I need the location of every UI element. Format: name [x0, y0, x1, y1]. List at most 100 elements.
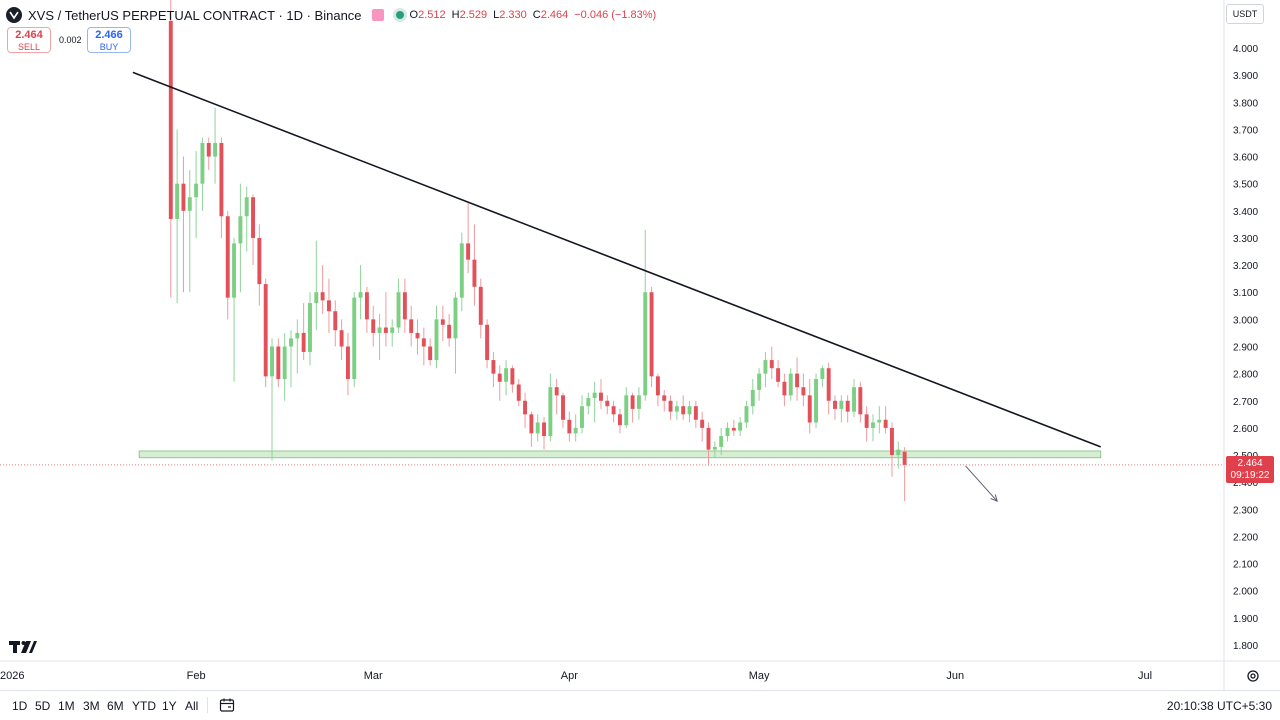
- candle: [251, 194, 255, 266]
- x-tick-label: Jul: [1138, 670, 1152, 682]
- candle: [333, 300, 338, 347]
- utc-clock[interactable]: 20:10:38 UTC+5:30: [1166, 699, 1272, 713]
- candle-body: [440, 319, 445, 325]
- timeframe-1m[interactable]: 1M: [58, 699, 75, 713]
- candle-body: [194, 183, 199, 198]
- candle-body: [282, 346, 287, 380]
- candle: [535, 414, 540, 442]
- candle: [497, 365, 502, 401]
- candle-body: [308, 303, 312, 352]
- candle-body: [213, 142, 218, 157]
- candle: [390, 319, 395, 347]
- y-tick-label: 2.300: [1233, 505, 1258, 516]
- timeframe-1d[interactable]: 1D: [12, 699, 28, 713]
- tradingview-logo-icon[interactable]: [9, 638, 37, 659]
- candle-body: [636, 395, 641, 409]
- candle: [314, 240, 319, 331]
- symbol-title[interactable]: XVS / TetherUS PERPETUAL CONTRACT · 1D ·…: [28, 7, 362, 23]
- candle: [567, 411, 572, 442]
- candle: [358, 265, 363, 320]
- x-tick-label: Apr: [561, 670, 578, 682]
- candle-body: [206, 142, 211, 157]
- candle-body: [839, 400, 844, 409]
- buy-button[interactable]: 2.466 BUY: [87, 27, 131, 53]
- candle: [523, 392, 528, 428]
- candle: [801, 373, 806, 407]
- candle: [561, 392, 565, 428]
- gear-icon[interactable]: [1246, 669, 1260, 683]
- candle-body: [845, 400, 850, 412]
- candle-body: [409, 319, 414, 333]
- candle-body: [466, 243, 471, 260]
- candle-body: [712, 446, 717, 450]
- candle-body: [542, 422, 546, 437]
- candle: [364, 286, 369, 333]
- candle: [877, 406, 882, 434]
- candle: [219, 137, 224, 238]
- candle: [232, 237, 237, 382]
- candle-body: [883, 419, 888, 428]
- candle: [371, 305, 376, 347]
- candle-body: [472, 259, 477, 287]
- candle: [668, 395, 673, 420]
- plot-anchor: [0, 0, 1, 1]
- candle: [763, 351, 768, 388]
- sell-button[interactable]: 2.464 SELL: [7, 27, 51, 53]
- candle-body: [807, 395, 812, 423]
- candle: [693, 400, 698, 428]
- candle: [529, 411, 534, 447]
- ohlc-open: O2.512: [409, 9, 446, 21]
- candle-body: [421, 338, 426, 347]
- candle: [687, 400, 692, 423]
- candle: [402, 278, 407, 333]
- candle: [326, 278, 331, 333]
- candle: [592, 381, 597, 423]
- candle-body: [852, 387, 856, 412]
- candle-body: [611, 406, 616, 415]
- timeframe-3m[interactable]: 3M: [83, 699, 100, 713]
- candle-body: [396, 292, 401, 328]
- candle-body: [801, 387, 806, 396]
- support-zone: [138, 450, 1102, 459]
- x-tick-label: Mar: [364, 670, 383, 682]
- candle-body: [314, 292, 319, 304]
- candle: [839, 395, 844, 423]
- y-tick-label: 3.800: [1233, 98, 1258, 109]
- candle-body: [244, 197, 249, 217]
- market-status-icon[interactable]: [395, 11, 404, 19]
- timeframe-5d[interactable]: 5D: [35, 699, 51, 713]
- ohlc-close: C2.464: [532, 9, 569, 21]
- candle-body: [251, 197, 255, 238]
- candle-body: [725, 427, 730, 437]
- candle-body: [434, 319, 439, 361]
- candle-body: [655, 376, 660, 396]
- timeframe-1y[interactable]: 1Y: [162, 699, 177, 713]
- candle-body: [693, 406, 698, 420]
- candle-body: [371, 319, 376, 333]
- ohlc-high: H2.529: [451, 9, 488, 21]
- candle-body: [776, 368, 781, 382]
- timeframe-all[interactable]: All: [185, 699, 199, 713]
- candle-body: [339, 330, 344, 347]
- candle-body: [345, 346, 350, 380]
- currency-selector[interactable]: USDT: [1226, 4, 1264, 24]
- candle-body: [617, 414, 622, 426]
- candle: [902, 447, 907, 502]
- x-tick-label: 2026: [0, 670, 24, 682]
- calendar-icon[interactable]: [219, 697, 235, 713]
- sell-price: 2.464: [15, 29, 43, 41]
- timeframe-ytd[interactable]: YTD: [132, 699, 156, 713]
- candle-body: [187, 197, 192, 211]
- candle-body: [763, 360, 768, 374]
- candle-body: [561, 395, 565, 420]
- candle: [320, 265, 325, 314]
- buy-price: 2.466: [95, 29, 123, 41]
- candle-body: [352, 297, 357, 380]
- candle: [738, 417, 743, 437]
- candle-body: [175, 183, 180, 219]
- candle: [396, 278, 401, 333]
- timeframe-6m[interactable]: 6M: [107, 699, 124, 713]
- candle: [168, 0, 173, 298]
